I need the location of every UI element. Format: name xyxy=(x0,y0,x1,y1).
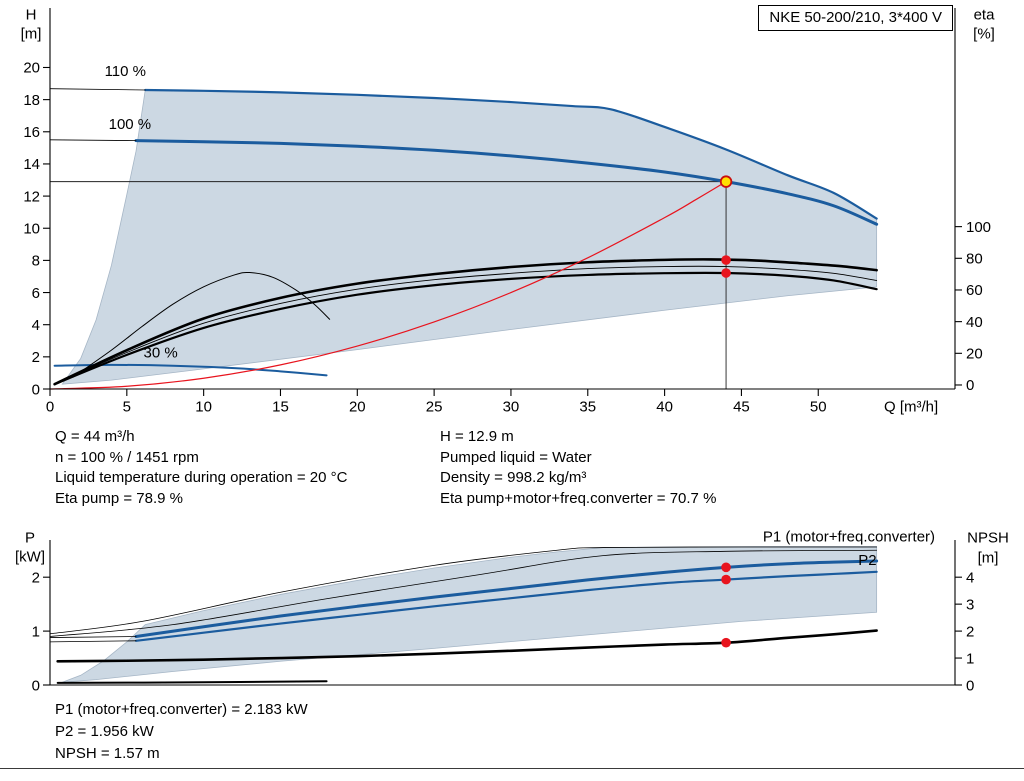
duty-summary-right: H = 12.9 m Pumped liquid = Water Density… xyxy=(440,427,716,509)
y-right-tick-label: 3 xyxy=(966,596,974,613)
y-right-tick-label: 40 xyxy=(966,314,983,331)
chart-power-npsh: 0 1 2 0 1 2 3 4 P [kW] NPSH [m] P1 (motor+freq.conve… xyxy=(15,528,1009,694)
x-tick-label: 5 xyxy=(123,398,131,415)
y-right-tick-label: 2 xyxy=(966,623,974,640)
y-left-tick-label: 10 xyxy=(23,220,40,237)
curve-eta-arc xyxy=(72,271,331,378)
info-line-head: H = 12.9 m xyxy=(440,428,514,445)
chart-qh: 0 2 4 6 8 10 12 14 16 18 20 0 20 40 60 80 100 0 5 10 15 20 25 3… xyxy=(21,6,996,415)
curve-npsh xyxy=(56,629,878,663)
curve-p1 xyxy=(134,559,879,638)
curve-label: 110 % xyxy=(105,63,146,80)
y-right-tick-label: 1 xyxy=(966,650,974,667)
y-right-tick-label: 80 xyxy=(966,251,983,268)
info-line-eta-pump: Eta pump = 78.9 % xyxy=(55,489,183,507)
curve-power-mid-thin xyxy=(49,549,878,637)
p1-duty-dot xyxy=(721,562,731,573)
y-left-tick-label: 0 xyxy=(32,677,40,694)
curve-power-upper-thin xyxy=(49,546,878,635)
x-tick-label: 40 xyxy=(656,398,673,415)
y-right-tick-label: 20 xyxy=(966,346,983,363)
y-right-tick-label: 60 xyxy=(966,282,983,299)
info-line-speed: n = 100 % / 1451 rpm xyxy=(55,448,199,466)
axes-qh xyxy=(49,8,956,390)
curve-label: P1 (motor+freq.converter) xyxy=(763,528,935,545)
curve-speed-110-lead xyxy=(49,88,146,91)
info-line-eta-total: Eta pump+motor+freq.converter = 70.7 % xyxy=(440,489,717,507)
curve-speed-30-power xyxy=(56,680,328,684)
x-tick-label: 35 xyxy=(579,398,596,415)
result-line-p2: P2 = 1.956 kW xyxy=(55,723,154,740)
y-right-axis-title: NPSH xyxy=(967,529,1009,546)
y-right-tick-label: 4 xyxy=(966,569,974,586)
y-left-tick-label: 2 xyxy=(32,349,40,366)
power-results: P1 (motor+freq.converter) = 2.183 kW P2 … xyxy=(55,699,308,765)
pump-title-box: NKE 50-200/210, 3*400 V xyxy=(758,5,953,31)
y-left-tick-label: 4 xyxy=(32,317,40,334)
y-left-tick-label: 18 xyxy=(23,92,40,109)
y-left-axis-title: [kW] xyxy=(15,548,45,565)
operating-range-envelope xyxy=(61,89,878,385)
y-left-tick-label: 14 xyxy=(23,156,40,173)
info-line-q: Q = 44 m³/h xyxy=(55,428,135,445)
y-right-tick-label: 0 xyxy=(966,377,974,394)
info-line-temperature: Liquid temperature during operation = 20… xyxy=(55,469,348,487)
curve-eta-total xyxy=(53,271,878,386)
curve-p1-lead xyxy=(49,636,137,638)
y-left-axis-title: H xyxy=(26,6,37,23)
curve-eta-pump xyxy=(53,258,878,386)
curve-speed-110 xyxy=(144,88,878,220)
curve-speed-30 xyxy=(53,363,328,377)
x-tick-label: 30 xyxy=(503,398,520,415)
y-right-axis-title: [%] xyxy=(973,25,995,42)
eta-pump-duty-dot xyxy=(721,255,731,265)
curve-system-curve xyxy=(49,181,727,390)
curve-p2-lead xyxy=(49,640,137,643)
y-left-tick-label: 2 xyxy=(32,569,40,586)
x-tick-label: 0 xyxy=(46,398,54,415)
curve-label: 100 % xyxy=(109,116,152,133)
y-left-axis-title: P xyxy=(25,529,35,546)
y-left-axis-title: [m] xyxy=(21,25,42,42)
bottom-divider xyxy=(0,768,1024,769)
curve-speed-100 xyxy=(134,139,879,226)
axes-power-npsh xyxy=(49,540,956,686)
p2-duty-dot xyxy=(721,574,731,585)
curve-label: 30 % xyxy=(144,344,178,361)
duty-summary-left: Q = 44 m³/h n = 100 % / 1451 rpm Liquid … xyxy=(55,427,347,509)
y-left-tick-label: 16 xyxy=(23,124,40,141)
y-right-axis-title: eta xyxy=(974,6,996,23)
info-line-density: Density = 998.2 kg/m³ xyxy=(440,469,587,487)
result-line-npsh: NPSH = 1.57 m xyxy=(55,745,160,762)
x-tick-label: 20 xyxy=(349,398,366,415)
y-left-tick-label: 20 xyxy=(23,60,40,77)
y-left-tick-label: 0 xyxy=(32,381,40,398)
x-tick-label: 25 xyxy=(426,398,443,415)
x-tick-label: 45 xyxy=(733,398,750,415)
x-tick-label: 50 xyxy=(810,398,827,415)
eta-total-duty-dot xyxy=(721,268,731,278)
curve-eta-pump-thin xyxy=(54,265,878,385)
info-line-liquid: Pumped liquid = Water xyxy=(440,448,592,466)
curve-label: P2 xyxy=(858,552,876,569)
y-right-tick-label: 0 xyxy=(966,677,974,694)
y-right-tick-label: 100 xyxy=(966,219,991,236)
curve-speed-100-lead xyxy=(49,139,137,142)
curve-p2 xyxy=(134,570,878,642)
result-line-p1: P1 (motor+freq.converter) = 2.183 kW xyxy=(55,701,308,718)
x-tick-label: 10 xyxy=(195,398,212,415)
x-axis-title: Q [m³/h] xyxy=(884,398,938,415)
npsh-duty-dot xyxy=(721,637,731,648)
y-left-tick-label: 8 xyxy=(32,253,40,270)
operating-point[interactable] xyxy=(719,175,733,188)
y-left-tick-label: 6 xyxy=(32,285,40,302)
y-left-tick-label: 12 xyxy=(23,188,40,205)
x-tick-label: 15 xyxy=(272,398,289,415)
y-right-axis-title: [m] xyxy=(978,549,999,566)
y-left-tick-label: 1 xyxy=(32,623,40,640)
